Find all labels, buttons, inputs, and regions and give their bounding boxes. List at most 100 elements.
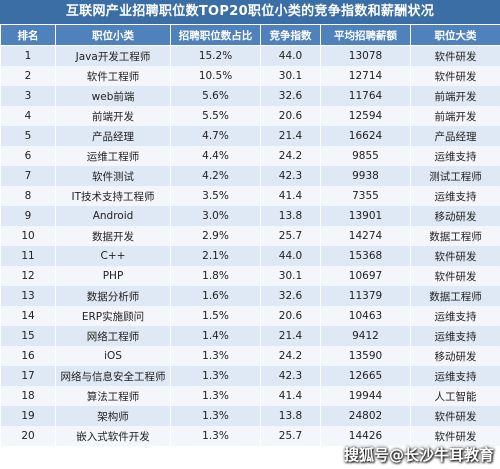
- column-header: 招聘职位数占比: [170, 24, 261, 46]
- table-cell: 1.6%: [170, 286, 261, 306]
- table-cell: 25.7: [260, 226, 321, 246]
- table-cell: 24802: [320, 406, 411, 426]
- table-cell: 41.4: [260, 386, 321, 406]
- table-cell: 12714: [320, 66, 411, 86]
- table-cell: 44.0: [260, 246, 321, 266]
- column-header: 平均招聘薪额: [320, 24, 411, 46]
- table-row: 17 网络与信息安全工程师 1.3% 42.3 12665 运维支持: [0, 366, 500, 386]
- chart-title: 互联网产业招聘职位数TOP20职位小类的竞争指数和薪酬状况: [0, 0, 500, 24]
- table-cell: 数据开发: [55, 226, 171, 246]
- table-cell: 1.3%: [170, 386, 261, 406]
- table-cell: 18: [0, 386, 56, 406]
- table-row: 1 Java开发工程师 15.2% 44.0 13078 软件研发: [0, 45, 500, 66]
- table-cell: 30.1: [260, 66, 321, 86]
- table-cell: 12665: [320, 366, 411, 386]
- table-row: 18 算法工程师 1.3% 41.4 19944 人工智能: [0, 386, 500, 406]
- table-cell: 17: [0, 366, 56, 386]
- table-cell: 软件研发: [410, 426, 500, 446]
- table-row: 7 软件测试 4.2% 42.3 9938 测试工程师: [0, 166, 500, 186]
- table-cell: 12594: [320, 106, 411, 126]
- table-cell: 测试工程师: [410, 166, 500, 186]
- table-row: 11 C++ 2.1% 44.0 15368 软件研发: [0, 246, 500, 266]
- table-cell: 2.1%: [170, 246, 261, 266]
- table-cell: 13901: [320, 206, 411, 226]
- table-row: 10 数据开发 2.9% 25.7 14274 数据工程师: [0, 226, 500, 246]
- table-cell: 运维支持: [410, 366, 500, 386]
- table-cell: 11379: [320, 286, 411, 306]
- table-cell: 软件研发: [410, 45, 500, 66]
- table-cell: 32.6: [260, 86, 321, 106]
- table-row: 13 数据分析师 1.6% 32.6 11379 数据工程师: [0, 286, 500, 306]
- table-cell: 数据工程师: [410, 226, 500, 246]
- table-cell: 12: [0, 266, 56, 286]
- table-cell: 10697: [320, 266, 411, 286]
- column-header: 职位大类: [410, 24, 500, 46]
- table-cell: 运维支持: [410, 306, 500, 326]
- table-cell: IT技术支持工程师: [55, 186, 171, 206]
- column-header: 职位小类: [55, 24, 171, 46]
- table-cell: 软件测试: [55, 166, 171, 186]
- table-cell: 数据分析师: [55, 286, 171, 306]
- table-cell: 2: [0, 66, 56, 86]
- table-cell: 5: [0, 126, 56, 146]
- table-cell: 21.4: [260, 126, 321, 146]
- table-row: 16 iOS 1.3% 24.2 13590 移动研发: [0, 346, 500, 366]
- table-row: 19 架构师 1.3% 13.8 24802 软件研发: [0, 406, 500, 426]
- header-row: 排名 职位小类 招聘职位数占比 竞争指数 平均招聘薪额 职位大类: [0, 24, 500, 46]
- table-row: 8 IT技术支持工程师 3.5% 41.4 7355 运维支持: [0, 186, 500, 206]
- table-cell: 软件工程师: [55, 66, 171, 86]
- table-row: 20 嵌入式软件开发 1.3% 25.7 14426 软件研发: [0, 426, 500, 446]
- table-row: 3 web前端 5.6% 32.6 11764 前端开发: [0, 86, 500, 106]
- table-cell: 7355: [320, 186, 411, 206]
- table-cell: C++: [55, 246, 171, 266]
- watermark: 搜狐号@长沙牛耳教育: [343, 446, 494, 464]
- table-cell: 24.2: [260, 146, 321, 166]
- data-table: 排名 职位小类 招聘职位数占比 竞争指数 平均招聘薪额 职位大类 1 Java开发工程师 15…: [0, 24, 500, 446]
- table-cell: 运维支持: [410, 326, 500, 346]
- table-cell: 算法工程师: [55, 386, 171, 406]
- table-cell: 20.6: [260, 106, 321, 126]
- table-cell: 20.6: [260, 306, 321, 326]
- table-cell: 11: [0, 246, 56, 266]
- table-cell: 软件研发: [410, 406, 500, 426]
- table-cell: 10: [0, 226, 56, 246]
- table-row: 6 运维工程师 4.4% 24.2 9855 运维支持: [0, 146, 500, 166]
- table-cell: 14274: [320, 226, 411, 246]
- table-cell: 嵌入式软件开发: [55, 426, 171, 446]
- table-cell: 1.8%: [170, 266, 261, 286]
- table-cell: 数据工程师: [410, 286, 500, 306]
- table-cell: 9: [0, 206, 56, 226]
- column-header: 排名: [0, 24, 56, 46]
- table-cell: 前端开发: [55, 106, 171, 126]
- table-row: 5 产品经理 4.7% 21.4 16624 产品经理: [0, 126, 500, 146]
- table-cell: 16: [0, 346, 56, 366]
- table-cell: 3: [0, 86, 56, 106]
- table-cell: 运维支持: [410, 186, 500, 206]
- table-cell: 24.2: [260, 346, 321, 366]
- table-cell: 30.1: [260, 266, 321, 286]
- table-cell: 13.8: [260, 406, 321, 426]
- table-cell: 5.6%: [170, 86, 261, 106]
- table-cell: Android: [55, 206, 171, 226]
- table-cell: 5.5%: [170, 106, 261, 126]
- table-cell: 4: [0, 106, 56, 126]
- table-cell: 1.3%: [170, 406, 261, 426]
- table-cell: 人工智能: [410, 386, 500, 406]
- table-cell: 10463: [320, 306, 411, 326]
- table-cell: 42.3: [260, 366, 321, 386]
- table-cell: 1.3%: [170, 346, 261, 366]
- table-cell: 21.4: [260, 326, 321, 346]
- table-cell: 9938: [320, 166, 411, 186]
- table-cell: 8: [0, 186, 56, 206]
- table-cell: 32.6: [260, 286, 321, 306]
- table-cell: 3.0%: [170, 206, 261, 226]
- table-cell: 13: [0, 286, 56, 306]
- table-cell: 运维支持: [410, 146, 500, 166]
- table-cell: 42.3: [260, 166, 321, 186]
- table-cell: Java开发工程师: [55, 45, 171, 66]
- table-cell: 网络工程师: [55, 326, 171, 346]
- table-cell: 运维工程师: [55, 146, 171, 166]
- table-cell: 9412: [320, 326, 411, 346]
- table-cell: 41.4: [260, 186, 321, 206]
